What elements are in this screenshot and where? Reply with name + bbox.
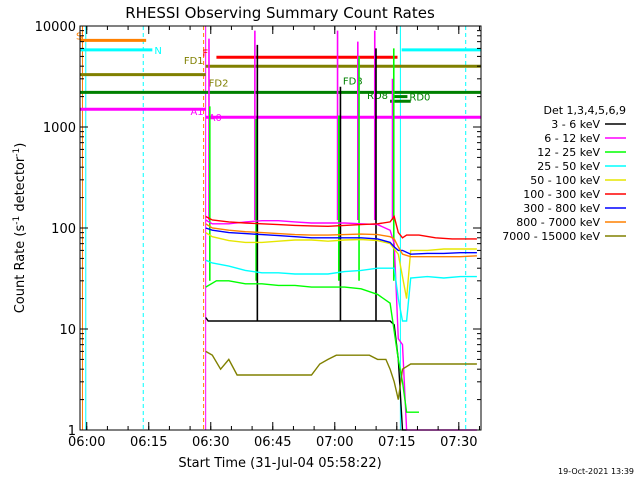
legend-entry-label-0: 3 - 6 keV <box>551 118 600 131</box>
y-tick-label-100: 100 <box>51 222 76 237</box>
annotation-label-n: N <box>154 46 161 57</box>
legend-entry-label-5: 100 - 300 keV <box>523 188 600 201</box>
annotation-label-fd1: FD1 <box>184 56 204 67</box>
annotation-label-s: S <box>76 31 82 42</box>
legend-entry-label-7: 800 - 7000 keV <box>516 216 600 229</box>
x-tick-label-0630: 06:30 <box>192 435 229 450</box>
x-tick-label-0600: 06:00 <box>68 435 105 450</box>
date-stamp: 19-Oct-2021 13:39 <box>558 467 634 476</box>
annotation-label-rd8: RD8 <box>367 91 388 102</box>
annotation-label-a0: A0 <box>209 113 222 124</box>
y-axis-label-sup1: -1 <box>12 216 22 225</box>
legend-entry-label-2: 12 - 25 keV <box>537 146 600 159</box>
x-axis-label: Start Time (31-Jul-04 05:58:22) <box>178 456 381 471</box>
x-tick-label-0645: 06:45 <box>254 435 291 450</box>
legend-entry-label-4: 50 - 100 keV <box>530 174 600 187</box>
annotation-label-rd0: RD0 <box>409 93 430 104</box>
legend-title: Det 1,3,4,5,6,9 <box>543 104 626 117</box>
series-line-50-100-kev <box>205 232 477 299</box>
series-line-7000-15000-kev <box>205 350 477 400</box>
axis-layer: 1 10 100 1000 10000 06:00 06:15 06:30 06:45 07:00… <box>35 20 481 450</box>
y-axis-label-mid: detector <box>13 156 28 216</box>
y-axis-label: Count Rate (s-1 detector-1) <box>12 143 28 314</box>
series-line-300-800-kev <box>205 227 477 255</box>
y-axis-label-end: ) <box>13 143 28 148</box>
y-tick-label-10: 10 <box>59 323 76 338</box>
y-tick-label-10000: 10000 <box>35 20 76 35</box>
x-tick-label-0715: 07:15 <box>378 435 415 450</box>
y-axis-label-sup2: -1 <box>12 148 22 157</box>
annotation-label-f: F <box>202 48 208 59</box>
legend-entry-label-1: 6 - 12 keV <box>544 132 600 145</box>
legend-entry-label-6: 300 - 800 keV <box>523 202 600 215</box>
series-line-6-12-kev <box>205 219 477 431</box>
series-line-12-25-kev <box>205 280 419 413</box>
x-tick-label-0730: 07:30 <box>440 435 477 450</box>
x-tick-label-0615: 06:15 <box>130 435 167 450</box>
y-tick-label-1: 1 <box>68 424 76 439</box>
series-line-100-300-kev <box>205 214 477 240</box>
annotation-label-fd2: FD2 <box>209 79 229 90</box>
series-line-25-50-kev <box>205 259 477 322</box>
y-axis-label-main: Count Rate (s <box>13 225 28 314</box>
y-tick-label-1000: 1000 <box>43 121 76 136</box>
series-line-800-7000-kev <box>205 223 477 258</box>
annotation-label-fd3: FD3 <box>343 76 363 87</box>
x-tick-label-0700: 07:00 <box>316 435 353 450</box>
annotation-label-a1: A1 <box>190 107 203 118</box>
legend-entry-label-3: 25 - 50 keV <box>537 160 600 173</box>
legend-entry-label-8: 7000 - 15000 keV <box>502 230 600 243</box>
chart-title: RHESSI Observing Summary Count Rates <box>125 4 435 22</box>
